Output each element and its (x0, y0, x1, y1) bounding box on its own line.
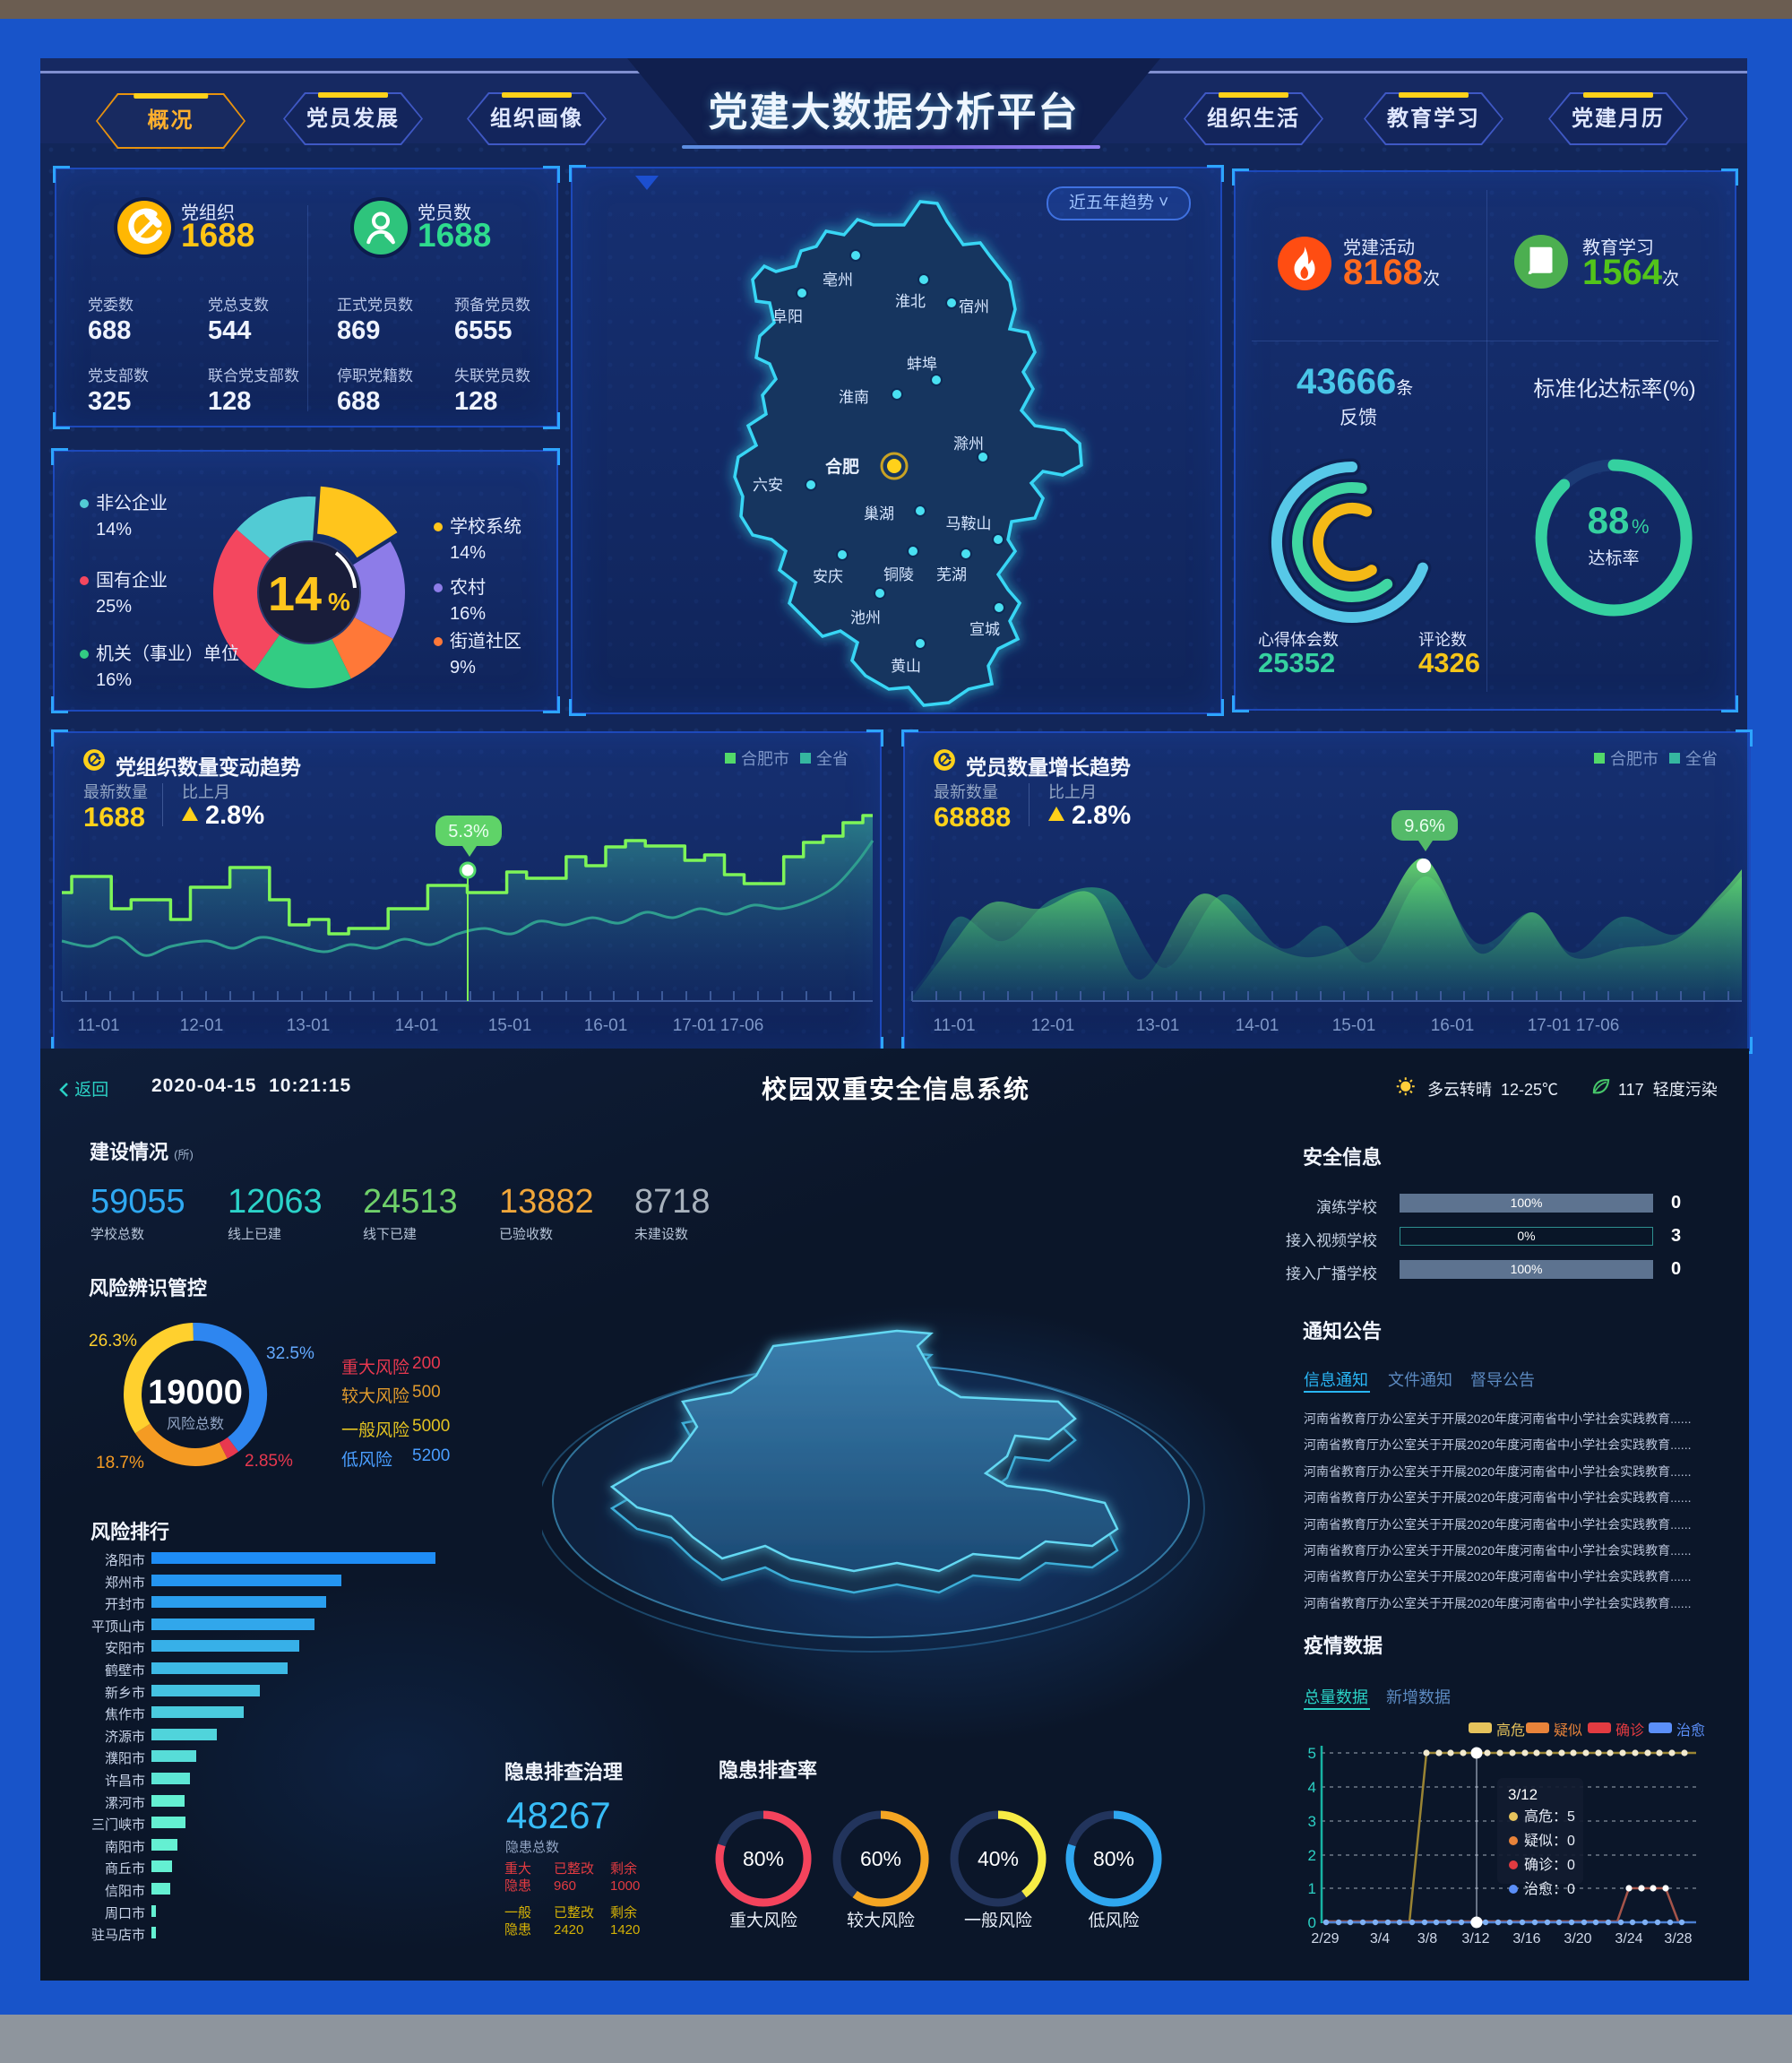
svg-text:3/16: 3/16 (1512, 1931, 1540, 1946)
svg-text:17-06: 17-06 (720, 1016, 764, 1035)
svg-text:芜湖: 芜湖 (936, 566, 967, 583)
svg-text:14-01: 14-01 (395, 1016, 439, 1035)
svg-text:宣城: 宣城 (969, 621, 1000, 638)
svg-text:16-01: 16-01 (1431, 1016, 1475, 1035)
svg-text:13-01: 13-01 (287, 1016, 331, 1035)
svg-text:17-06: 17-06 (1576, 1016, 1620, 1035)
svg-text:1: 1 (1308, 1880, 1316, 1897)
svg-text:17-01: 17-01 (673, 1016, 717, 1035)
svg-text:阜阳: 阜阳 (772, 308, 803, 325)
svg-text:3/12: 3/12 (1461, 1931, 1489, 1946)
svg-text:15-01: 15-01 (488, 1016, 532, 1035)
svg-text:13-01: 13-01 (1136, 1016, 1180, 1035)
svg-text:治愈：0: 治愈：0 (1524, 1881, 1575, 1897)
svg-text:14-01: 14-01 (1236, 1016, 1279, 1035)
svg-text:14: 14 (268, 567, 322, 621)
svg-text:高危：5: 高危：5 (1524, 1808, 1575, 1825)
svg-text:9.6%: 9.6% (1404, 816, 1445, 836)
svg-text:3/4: 3/4 (1370, 1931, 1390, 1946)
svg-text:19000: 19000 (148, 1374, 243, 1411)
svg-text:蚌埠: 蚌埠 (907, 356, 937, 373)
svg-text:六安: 六安 (753, 477, 783, 494)
svg-text:40%: 40% (978, 1847, 1019, 1870)
svg-text:安庆: 安庆 (813, 568, 843, 585)
svg-text:亳州: 亳州 (823, 272, 853, 289)
svg-text:5.3%: 5.3% (448, 822, 489, 842)
svg-text:淮北: 淮北 (895, 293, 926, 310)
svg-text:宿州: 宿州 (959, 298, 989, 315)
svg-text:11-01: 11-01 (77, 1016, 119, 1035)
svg-text:11-01: 11-01 (933, 1016, 975, 1035)
svg-text:80%: 80% (1093, 1847, 1134, 1870)
svg-text:3/12: 3/12 (1508, 1786, 1538, 1803)
svg-text:12-01: 12-01 (180, 1016, 224, 1035)
svg-text:%: % (328, 588, 350, 616)
svg-text:池州: 池州 (850, 609, 881, 626)
svg-text:2/29: 2/29 (1311, 1931, 1339, 1946)
svg-text:60%: 60% (860, 1847, 901, 1870)
svg-text:3/20: 3/20 (1564, 1931, 1591, 1946)
svg-text:滁州: 滁州 (953, 436, 984, 453)
svg-text:%: % (1632, 515, 1650, 538)
svg-text:2: 2 (1308, 1847, 1316, 1864)
svg-text:马鞍山: 马鞍山 (946, 515, 992, 532)
svg-text:3/28: 3/28 (1664, 1931, 1692, 1946)
svg-text:合肥: 合肥 (825, 456, 859, 477)
svg-text:4: 4 (1308, 1779, 1316, 1796)
svg-text:风险总数: 风险总数 (167, 1416, 224, 1432)
svg-text:巢湖: 巢湖 (864, 505, 894, 522)
svg-text:0: 0 (1308, 1914, 1316, 1931)
svg-text:确诊：0: 确诊：0 (1524, 1857, 1575, 1873)
svg-text:88: 88 (1588, 499, 1630, 541)
svg-text:5: 5 (1308, 1745, 1316, 1762)
svg-text:疑似：0: 疑似：0 (1524, 1833, 1575, 1849)
svg-text:黄山: 黄山 (891, 658, 921, 675)
svg-text:淮南: 淮南 (839, 389, 869, 406)
svg-text:80%: 80% (743, 1847, 784, 1870)
svg-text:3/8: 3/8 (1417, 1931, 1437, 1946)
svg-text:17-01: 17-01 (1528, 1016, 1572, 1035)
svg-text:15-01: 15-01 (1332, 1016, 1376, 1035)
svg-text:铜陵: 铜陵 (883, 566, 914, 583)
svg-text:达标率: 达标率 (1588, 548, 1639, 568)
svg-text:3: 3 (1308, 1813, 1316, 1830)
svg-text:16-01: 16-01 (584, 1016, 628, 1035)
svg-text:3/24: 3/24 (1615, 1931, 1642, 1946)
svg-text:12-01: 12-01 (1031, 1016, 1075, 1035)
